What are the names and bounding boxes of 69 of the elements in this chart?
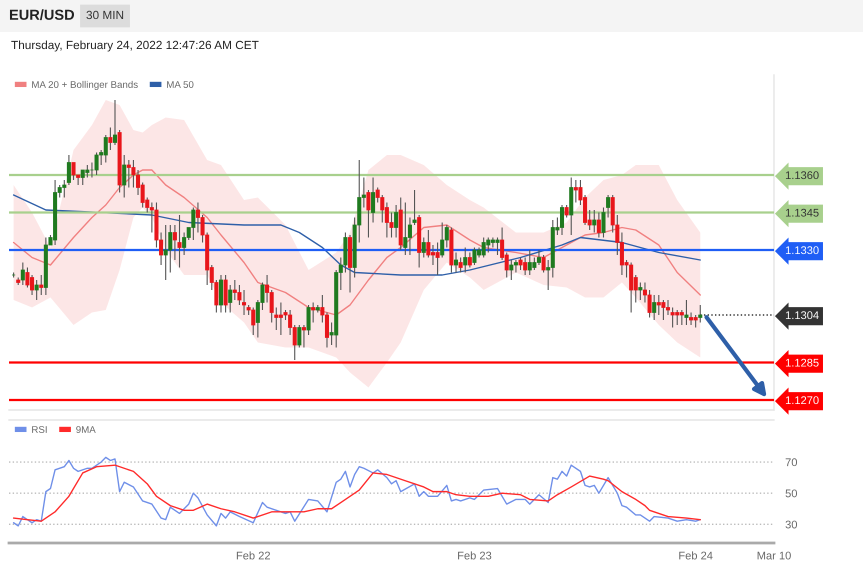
candlestick (242, 289, 246, 316)
candlestick (71, 162, 76, 181)
line-series (12, 464, 701, 522)
candlestick (606, 194, 610, 218)
candlestick (34, 279, 39, 301)
candlestick (371, 176, 376, 224)
candlestick (394, 204, 398, 238)
candlestick (458, 256, 463, 274)
candlestick (66, 154, 71, 186)
candlestick (518, 256, 523, 271)
candlestick (172, 224, 177, 261)
y-tick-label: 1.1304 (786, 311, 819, 320)
chart-subtitle: 30 MIN (86, 10, 124, 20)
candlestick (698, 304, 702, 324)
legend-label: MA 50 (167, 81, 194, 88)
legend-label: 9MA (76, 426, 96, 433)
x-tick-label: Feb 22 (236, 551, 270, 560)
candlestick (542, 254, 546, 274)
y-tick-label: 1.1330 (786, 246, 819, 254)
candlestick (564, 204, 569, 218)
candlestick (689, 312, 694, 326)
candlestick (596, 212, 601, 238)
candlestick (514, 259, 518, 274)
y-tick-label: 1.1360 (786, 171, 819, 180)
legend-label: MA 20 + Bollinger Bands (32, 80, 138, 90)
candlestick (306, 304, 311, 336)
candlestick (454, 252, 458, 274)
candlestick (468, 252, 472, 268)
chart-title: EUR/USD (10, 9, 74, 20)
candlestick (237, 284, 242, 306)
y-tick-label: 1.1270 (786, 396, 819, 404)
candlestick (638, 282, 642, 301)
y-tick-label: 50 (786, 489, 798, 498)
candlestick (177, 214, 182, 268)
candlestick (463, 246, 468, 274)
y-tick-label: 70 (786, 458, 798, 466)
candlestick (430, 244, 436, 266)
x-tick-label: Feb 24 (679, 551, 713, 560)
candlestick (108, 126, 112, 151)
candlestick (302, 324, 306, 348)
line-series (12, 194, 701, 276)
y-tick-label: 30 (786, 520, 798, 528)
candlestick (94, 152, 99, 176)
y-tick-label: 1.1345 (786, 208, 819, 217)
text: Mar 10 (758, 552, 791, 560)
candlestick (311, 302, 316, 324)
line-series (12, 456, 701, 527)
candlestick (412, 189, 417, 226)
candlestick (560, 204, 564, 236)
candlestick (122, 154, 126, 198)
candlestick (112, 99, 118, 146)
y-tick-label: 1.1285 (786, 358, 819, 367)
candlestick (652, 294, 656, 321)
text: Thursday, February 24, 2022 12:47:26 AM CET (11, 40, 259, 52)
candlestick (297, 324, 302, 348)
candlestick (39, 274, 44, 296)
candlestick (408, 216, 412, 256)
x-tick-label: Feb 23 (458, 551, 492, 560)
legend-label: RSI (32, 426, 47, 433)
candlestick (495, 236, 500, 256)
candlestick (601, 206, 606, 238)
candlestick (366, 189, 370, 238)
candlestick (666, 299, 670, 316)
candlestick (536, 249, 542, 266)
candlestick (592, 209, 596, 234)
candlestick (422, 236, 426, 258)
candlestick (20, 262, 25, 286)
candlestick (228, 284, 232, 314)
candlestick (684, 299, 688, 326)
